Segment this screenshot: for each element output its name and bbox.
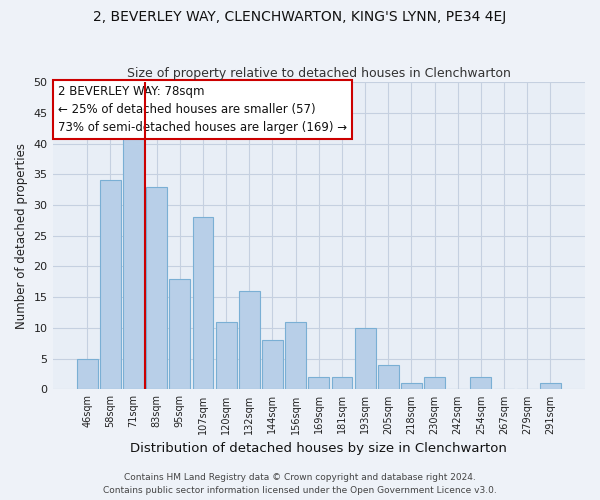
X-axis label: Distribution of detached houses by size in Clenchwarton: Distribution of detached houses by size … bbox=[130, 442, 507, 455]
Bar bbox=[355, 328, 376, 390]
Bar bbox=[146, 186, 167, 390]
Bar bbox=[378, 365, 398, 390]
Bar bbox=[216, 322, 236, 390]
Bar bbox=[77, 358, 98, 390]
Bar bbox=[332, 377, 352, 390]
Text: Contains HM Land Registry data © Crown copyright and database right 2024.
Contai: Contains HM Land Registry data © Crown c… bbox=[103, 473, 497, 495]
Bar bbox=[239, 291, 260, 390]
Bar bbox=[424, 377, 445, 390]
Text: 2, BEVERLEY WAY, CLENCHWARTON, KING'S LYNN, PE34 4EJ: 2, BEVERLEY WAY, CLENCHWARTON, KING'S LY… bbox=[94, 10, 506, 24]
Bar bbox=[401, 384, 422, 390]
Text: 2 BEVERLEY WAY: 78sqm
← 25% of detached houses are smaller (57)
73% of semi-deta: 2 BEVERLEY WAY: 78sqm ← 25% of detached … bbox=[58, 85, 347, 134]
Bar bbox=[123, 131, 144, 390]
Bar bbox=[193, 218, 214, 390]
Bar bbox=[100, 180, 121, 390]
Bar bbox=[285, 322, 306, 390]
Bar bbox=[470, 377, 491, 390]
Bar bbox=[308, 377, 329, 390]
Bar bbox=[262, 340, 283, 390]
Y-axis label: Number of detached properties: Number of detached properties bbox=[15, 142, 28, 328]
Title: Size of property relative to detached houses in Clenchwarton: Size of property relative to detached ho… bbox=[127, 66, 511, 80]
Bar bbox=[169, 279, 190, 390]
Bar bbox=[540, 384, 561, 390]
